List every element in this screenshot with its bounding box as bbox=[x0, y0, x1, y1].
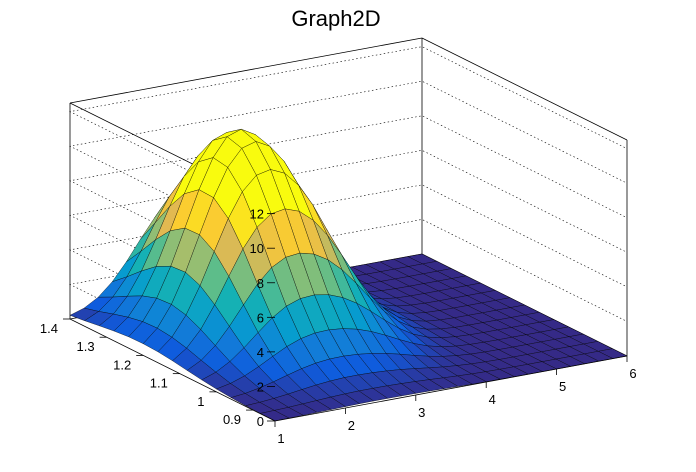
surface-mesh bbox=[69, 128, 628, 422]
front-frame bbox=[69, 318, 628, 422]
y-tick-label: 1.1 bbox=[150, 376, 168, 391]
z-gridline bbox=[69, 219, 628, 387]
x-tick-label: 3 bbox=[418, 405, 425, 420]
y-tick-label: 0.9 bbox=[223, 412, 241, 427]
z-tick-label: 4 bbox=[257, 345, 264, 360]
z-tick-label: 6 bbox=[257, 310, 264, 325]
y-axis-line bbox=[69, 318, 276, 422]
z-gridline bbox=[69, 115, 628, 284]
gridlines bbox=[69, 46, 628, 387]
x-tick-label: 4 bbox=[489, 392, 496, 407]
back-top-edge bbox=[69, 37, 423, 104]
z-tick-label: 2 bbox=[257, 379, 264, 394]
y-tick-label: 1 bbox=[197, 394, 204, 409]
x-tick-label: 6 bbox=[629, 366, 636, 381]
right-top-edge bbox=[421, 37, 628, 141]
z-tick-label: 8 bbox=[257, 276, 264, 291]
z-gridline bbox=[69, 46, 628, 214]
z-tick-label: 12 bbox=[250, 207, 264, 222]
x-tick-label: 1 bbox=[277, 431, 284, 446]
z-gridline bbox=[69, 150, 628, 318]
x-axis-line bbox=[274, 355, 628, 422]
y-tick-label: 1.2 bbox=[113, 357, 131, 372]
x-tick-label: 5 bbox=[559, 379, 566, 394]
z-gridline bbox=[69, 184, 628, 353]
y-tick-label: 1.3 bbox=[77, 339, 95, 354]
chart-title: Graph2D bbox=[291, 6, 380, 31]
z-tick-label: 0 bbox=[257, 414, 264, 429]
y-tick-label: 1.4 bbox=[40, 321, 58, 336]
z-gridline bbox=[69, 80, 628, 249]
x-tick-label: 2 bbox=[348, 418, 355, 433]
z-tick-label: 10 bbox=[250, 241, 264, 256]
